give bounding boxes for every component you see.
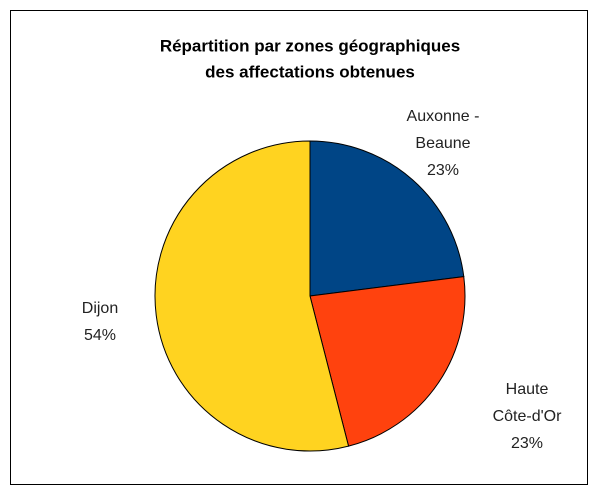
slice-label: Beaune xyxy=(415,135,470,152)
chart-title: Répartition par zones géographiques xyxy=(160,36,460,55)
pie-slice xyxy=(309,140,465,297)
slice-label: Dijon xyxy=(82,300,118,317)
slice-label: Haute xyxy=(506,381,549,398)
pie-slice xyxy=(154,140,350,452)
slice-value-label: 23% xyxy=(427,162,459,179)
slice-value-label: 23% xyxy=(511,435,543,452)
slice-label: Côte-d'Or xyxy=(493,408,563,425)
slice-label: Auxonne - xyxy=(407,108,480,125)
slice-value-label: 54% xyxy=(84,327,116,344)
pie-slice xyxy=(309,276,466,447)
chart-title: des affectations obtenues xyxy=(205,62,415,81)
